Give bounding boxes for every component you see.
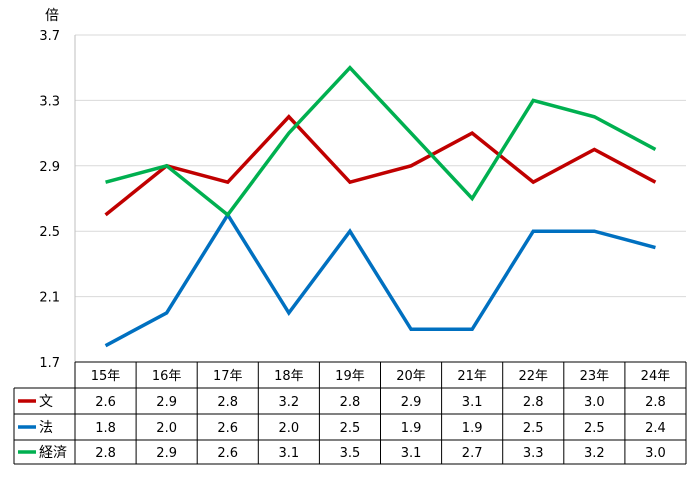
- table-value: 1.9: [401, 421, 422, 436]
- table-value: 2.8: [523, 395, 544, 410]
- x-category-label: 23年: [580, 369, 610, 384]
- y-tick-label: 3.3: [39, 94, 60, 109]
- x-category-label: 20年: [396, 369, 426, 384]
- table-value: 2.8: [340, 395, 361, 410]
- x-category-label: 18年: [274, 369, 304, 384]
- x-category-label: 22年: [518, 369, 548, 384]
- table-value: 2.6: [217, 446, 238, 461]
- table-value: 3.5: [340, 446, 361, 461]
- y-tick-label: 2.9: [39, 160, 60, 175]
- table-value: 3.2: [584, 446, 605, 461]
- legend-label: 法: [39, 420, 53, 436]
- table-value: 3.3: [523, 446, 544, 461]
- table-value: 2.7: [462, 446, 483, 461]
- table-value: 2.8: [645, 395, 666, 410]
- table-value: 2.9: [156, 446, 177, 461]
- table-value: 3.1: [401, 446, 422, 461]
- table-value: 2.5: [340, 421, 361, 436]
- legend-label: 経済: [39, 445, 67, 461]
- series-line-2: [104, 211, 656, 348]
- table-value: 3.1: [462, 395, 483, 410]
- table-value: 2.6: [217, 421, 238, 436]
- table-value: 3.1: [279, 446, 300, 461]
- legend-label: 文: [39, 394, 53, 410]
- table-value: 2.6: [95, 395, 116, 410]
- x-category-label: 16年: [152, 369, 182, 384]
- y-axis-unit-label: 倍: [45, 8, 59, 24]
- table-value: 3.0: [584, 395, 605, 410]
- y-tick-label: 2.1: [39, 291, 60, 306]
- table-value: 2.8: [217, 395, 238, 410]
- table-value: 2.9: [401, 395, 422, 410]
- y-axis: 1.7 2.1 2.5 2.9 3.3 3.7: [39, 29, 76, 371]
- series-line-3: [105, 65, 657, 218]
- x-category-label: 19年: [335, 369, 365, 384]
- x-category-label: 15年: [91, 369, 121, 384]
- table-value: 1.9: [462, 421, 483, 436]
- table-value: 2.0: [279, 421, 300, 436]
- table-value: 2.9: [156, 395, 177, 410]
- y-tick-label: 1.7: [39, 356, 60, 371]
- table-value: 3.0: [645, 446, 666, 461]
- table-value: 2.5: [523, 421, 544, 436]
- table-value: 1.8: [95, 421, 116, 436]
- y-tick-label: 3.7: [39, 29, 60, 44]
- table-value: 2.0: [156, 421, 177, 436]
- table-value: 2.5: [584, 421, 605, 436]
- series-lines: [104, 65, 657, 348]
- x-category-label: 17年: [213, 369, 243, 384]
- x-category-label: 24年: [641, 369, 671, 384]
- x-category-label: 21年: [457, 369, 487, 384]
- table-value: 2.8: [95, 446, 116, 461]
- table-value: 3.2: [279, 395, 300, 410]
- table-value: 2.4: [645, 421, 666, 436]
- series-line-1: [104, 114, 657, 217]
- y-tick-label: 2.5: [39, 225, 60, 240]
